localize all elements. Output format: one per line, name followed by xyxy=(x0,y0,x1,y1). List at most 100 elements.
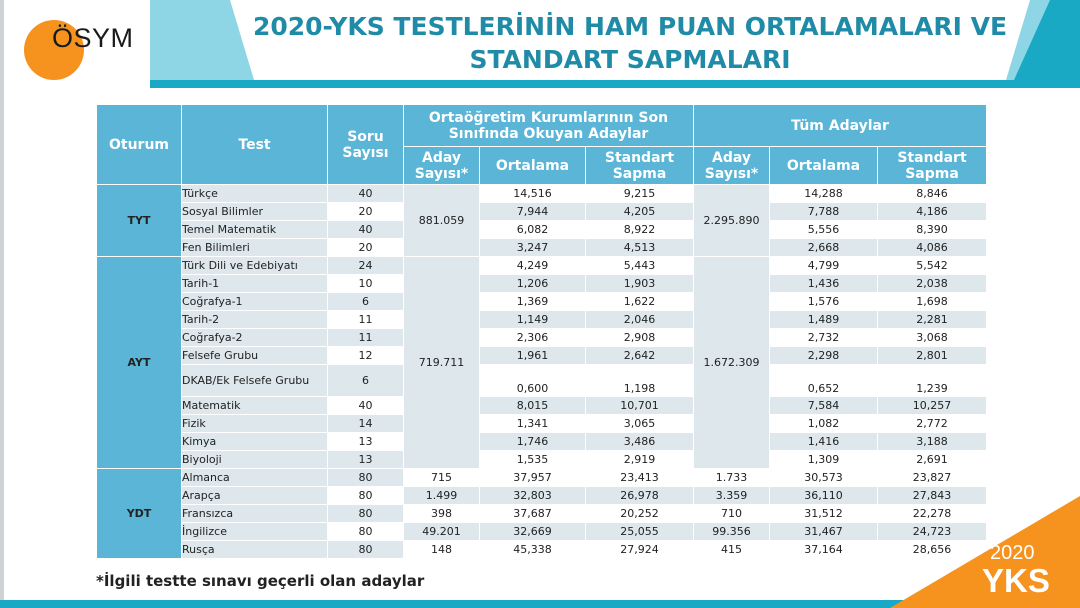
ortalama-last: 6,082 xyxy=(479,220,586,239)
test-name: Fizik xyxy=(181,414,328,433)
sapma-all: 5,542 xyxy=(876,256,988,275)
test-name: Tarih-1 xyxy=(181,274,328,293)
test-name: Tarih-2 xyxy=(181,310,328,329)
table-row: TYT Türkçe 40 881.059 14,516 9,215 2.295… xyxy=(96,184,988,257)
header-test: Test xyxy=(181,104,328,185)
sapma-last: 2,908 xyxy=(585,328,694,347)
yks-name: YKS xyxy=(982,562,1050,599)
header-ortalama-2: Ortalama xyxy=(769,146,878,185)
sapma-all: 2,772 xyxy=(876,414,988,433)
sapma-last: 23,413 xyxy=(585,468,694,487)
sapma-last: 10,701 xyxy=(585,396,694,415)
yks-year: 2020 xyxy=(990,542,1035,564)
table-row: Sosyal Bilimler 20 7,944 4,205 7,788 4,1… xyxy=(97,202,988,221)
sapma-all: 24,723 xyxy=(876,522,988,541)
sapma-all: 2,801 xyxy=(876,346,988,365)
table-row: Coğrafya-2 11 2,306 2,908 2,732 3,068 xyxy=(97,328,988,347)
header-aday-1: Aday Sayısı* xyxy=(403,146,480,185)
ortalama-all: 2,298 xyxy=(769,346,878,365)
sapma-all: 28,656 xyxy=(876,540,988,559)
sapma-all: 1,239 xyxy=(876,364,988,397)
soru-count: 80 xyxy=(327,486,404,505)
ortalama-last: 4,249 xyxy=(479,256,586,275)
sapma-last: 1,622 xyxy=(585,292,694,311)
sapma-last: 3,486 xyxy=(585,432,694,451)
table-row: Fizik 14 1,341 3,065 1,082 2,772 xyxy=(97,414,988,433)
sapma-all: 2,691 xyxy=(876,450,988,469)
sapma-last: 2,642 xyxy=(585,346,694,365)
tyt-last-count: 881.059 xyxy=(403,184,480,257)
ortalama-last: 2,306 xyxy=(479,328,586,347)
header-sapma-2: Standart Sapma xyxy=(876,146,988,185)
header-row-1: Oturum Test Soru Sayısı Ortaöğretim Kuru… xyxy=(96,104,988,185)
ortalama-all: 7,584 xyxy=(769,396,878,415)
ortalama-last: 37,957 xyxy=(479,468,586,487)
sapma-last: 5,443 xyxy=(585,256,694,275)
ortalama-last: 1,341 xyxy=(479,414,586,433)
ortalama-all: 31,467 xyxy=(769,522,878,541)
soru-count: 20 xyxy=(327,202,404,221)
table-row: Tarih-1 10 1,206 1,903 1,436 2,038 xyxy=(97,274,988,293)
sapma-last: 4,513 xyxy=(585,238,694,257)
ortalama-all: 31,512 xyxy=(769,504,878,523)
sapma-all: 3,068 xyxy=(876,328,988,347)
test-name: DKAB/Ek Felsefe Grubu xyxy=(181,364,328,397)
soru-count: 12 xyxy=(327,346,404,365)
soru-count: 14 xyxy=(327,414,404,433)
test-name: Arapça xyxy=(181,486,328,505)
soru-count: 13 xyxy=(327,450,404,469)
ortalama-all: 1,309 xyxy=(769,450,878,469)
osym-logo-circle-icon xyxy=(24,20,84,80)
page-title-line1: 2020-YKS TESTLERİNİN HAM PUAN ORTALAMALA… xyxy=(252,12,1008,41)
session-ydt: YDT xyxy=(96,468,182,559)
header-group-all: Tüm Adaylar xyxy=(692,104,988,147)
ortalama-all: 7,788 xyxy=(769,202,878,221)
ortalama-all: 37,164 xyxy=(769,540,878,559)
sapma-last: 2,919 xyxy=(585,450,694,469)
footer-band xyxy=(0,600,1080,608)
ortalama-all: 2,732 xyxy=(769,328,878,347)
sapma-all: 4,086 xyxy=(876,238,988,257)
footnote: *İlgili testte sınavı geçerli olan adayl… xyxy=(96,572,425,590)
test-name: Coğrafya-1 xyxy=(181,292,328,311)
aday-last: 49.201 xyxy=(403,522,480,541)
header-oturum: Oturum xyxy=(96,104,182,185)
ortalama-all: 1,489 xyxy=(769,310,878,329)
aday-all: 99.356 xyxy=(693,522,770,541)
ortalama-last: 37,687 xyxy=(479,504,586,523)
table-row: Biyoloji 13 1,535 2,919 1,309 2,691 xyxy=(97,450,988,469)
header-title-panel xyxy=(230,0,1030,80)
soru-count: 11 xyxy=(327,310,404,329)
header-soru: Soru Sayısı xyxy=(327,104,404,185)
test-name: Türk Dili ve Edebiyatı xyxy=(181,256,328,275)
sapma-all: 22,278 xyxy=(876,504,988,523)
soru-count: 10 xyxy=(327,274,404,293)
ortalama-last: 8,015 xyxy=(479,396,586,415)
sapma-all: 2,281 xyxy=(876,310,988,329)
ortalama-last: 1,369 xyxy=(479,292,586,311)
soru-count: 24 xyxy=(327,256,404,275)
ortalama-all: 30,573 xyxy=(769,468,878,487)
ortalama-last: 3,247 xyxy=(479,238,586,257)
aday-all: 3.359 xyxy=(693,486,770,505)
table-row: Matematik 40 8,015 10,701 7,584 10,257 xyxy=(97,396,988,415)
sapma-last: 2,046 xyxy=(585,310,694,329)
sapma-all: 27,843 xyxy=(876,486,988,505)
test-name: Coğrafya-2 xyxy=(181,328,328,347)
table-row: Rusça 80 148 45,338 27,924 415 37,164 28… xyxy=(97,540,988,559)
sapma-last: 3,065 xyxy=(585,414,694,433)
ortalama-all: 4,799 xyxy=(769,256,878,275)
ortalama-all: 1,436 xyxy=(769,274,878,293)
test-name: Fransızca xyxy=(181,504,328,523)
aday-all: 710 xyxy=(693,504,770,523)
ortalama-last: 1,206 xyxy=(479,274,586,293)
header-row-2: Aday Sayısı* Ortalama Standart Sapma Ada… xyxy=(97,146,988,185)
sapma-all: 23,827 xyxy=(876,468,988,487)
sapma-last: 1,198 xyxy=(585,364,694,397)
aday-last: 715 xyxy=(403,468,480,487)
sapma-last: 20,252 xyxy=(585,504,694,523)
ortalama-all: 5,556 xyxy=(769,220,878,239)
test-name: Sosyal Bilimler xyxy=(181,202,328,221)
page-title-line2: STANDART SAPMALARI xyxy=(469,45,791,74)
soru-count: 40 xyxy=(327,184,404,203)
